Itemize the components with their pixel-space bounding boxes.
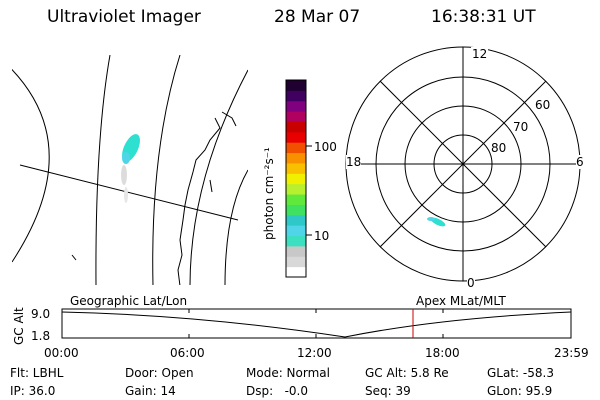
- colorbar-segment: [286, 183, 306, 195]
- polar-label-0: 0: [467, 276, 475, 290]
- date-label: 28 Mar 07: [274, 7, 361, 27]
- status-glon: GLon: 95.9: [487, 384, 553, 398]
- colorbar-segment: [286, 100, 306, 112]
- colorbar-segment: [286, 266, 306, 278]
- map-meridian-line: [19, 164, 239, 221]
- map-coastline: [71, 111, 237, 285]
- polar-label-12: 12: [471, 47, 489, 61]
- status-ip: IP: 36.0: [10, 384, 56, 398]
- polar-label-6: 6: [576, 155, 584, 169]
- status-gc-alt: GC Alt: 5.8 Re: [365, 366, 449, 380]
- status-gain: Gain: 14: [125, 384, 176, 398]
- timeline-x-tick-0: 00:00: [44, 346, 79, 360]
- polar-lat-80: 80: [491, 141, 507, 155]
- timeline-x-tick-4: 23:59: [554, 346, 589, 360]
- timeline-x-tick-2: 12:00: [297, 346, 332, 360]
- colorbar-tick-10: 10: [314, 229, 330, 243]
- colorbar-segment: [286, 80, 306, 91]
- colorbar-segment: [286, 162, 306, 174]
- colorbar-tick-100: 100: [314, 140, 337, 154]
- colorbar-segment: [286, 121, 306, 133]
- timeline-y-tick-9: 9.0: [31, 307, 51, 321]
- map-lat-arc: [189, 69, 248, 285]
- colorbar-segment: [286, 131, 306, 143]
- colorbar-segment: [286, 142, 306, 154]
- polar-lat-70: 70: [513, 120, 529, 134]
- colorbar-segment: [286, 214, 306, 226]
- colorbar-segment: [286, 194, 306, 205]
- map-lat-arc: [152, 55, 181, 285]
- colorbar-segment: [286, 225, 306, 237]
- colorbar-segment: [286, 152, 306, 164]
- polar-lat-60: 60: [535, 98, 551, 112]
- time-label: 16:38:31 UT: [431, 7, 536, 27]
- timeline-y-tick-1: 1.8: [31, 329, 51, 343]
- status-seq: Seq: 39: [365, 384, 411, 398]
- aurora-blob-map: [121, 134, 140, 203]
- colorbar-segment: [286, 173, 306, 185]
- status-dsp: Dsp: -0.0: [246, 384, 309, 398]
- polar-label-18: 18: [346, 155, 362, 169]
- colorbar-segment: [286, 204, 306, 216]
- map-lat-arc: [95, 55, 111, 285]
- status-mode: Mode: Normal: [246, 366, 330, 380]
- timeline-right-title: Apex MLat/MLT: [416, 294, 506, 308]
- status-door: Door: Open: [125, 366, 194, 380]
- aurora-blob-polar: [427, 217, 446, 227]
- timeline-left-title: Geographic Lat/Lon: [70, 294, 188, 308]
- colorbar-segment: [286, 111, 306, 122]
- map-lat-arc: [12, 68, 50, 263]
- status-filter: Flt: LBHL: [10, 366, 64, 380]
- timeline-x-tick-3: 18:00: [425, 346, 460, 360]
- colorbar-segment: [286, 256, 306, 268]
- colorbar-segment: [286, 90, 306, 102]
- app-title: Ultraviolet Imager: [47, 7, 201, 27]
- status-glat: GLat: -58.3: [487, 366, 554, 380]
- timeline-x-tick-1: 06:00: [170, 346, 205, 360]
- map-lat-arc: [224, 169, 248, 285]
- colorbar-segment: [286, 235, 306, 247]
- colorbar-segment: [286, 245, 306, 257]
